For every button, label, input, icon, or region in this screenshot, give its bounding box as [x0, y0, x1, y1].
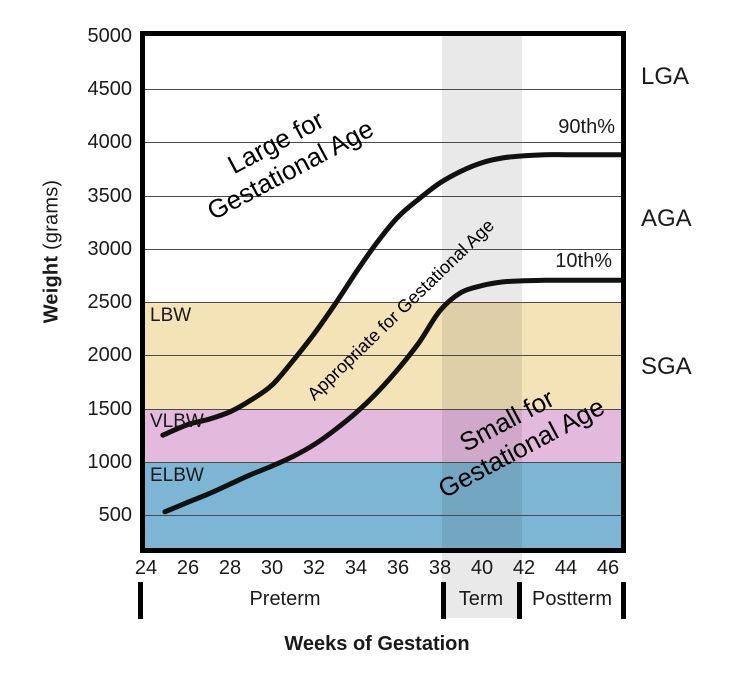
x-tick-26: 26 [176, 557, 200, 579]
x-tick-34: 34 [344, 557, 368, 579]
y-tick-3000: 3000 [87, 237, 133, 260]
label-sga: SGA [641, 353, 692, 380]
weight-band-vlbw [145, 408, 621, 462]
x-tick-28: 28 [218, 557, 242, 579]
x-tick-36: 36 [386, 557, 410, 579]
y-tick-3500: 3500 [87, 184, 133, 207]
label-aga: AGA [641, 205, 692, 232]
label-lbw: LBW [150, 305, 192, 326]
x-tick-42: 42 [512, 557, 536, 579]
x-tick-24: 24 [134, 557, 158, 579]
gridline-2000 [145, 355, 621, 357]
label-vlbw: VLBW [150, 411, 204, 432]
x-tick-46: 46 [596, 557, 620, 579]
x-tick-30: 30 [260, 557, 284, 579]
plot-area: Large for Gestational Age Appropriate fo… [140, 31, 626, 553]
y-tick-1000: 1000 [87, 450, 133, 473]
period-divider-bar [441, 582, 446, 619]
gridline-4000 [145, 142, 621, 144]
weight-band-elbw [145, 461, 621, 548]
gridline-4500 [145, 89, 621, 91]
percentile-curves [160, 152, 621, 515]
label-preterm: Preterm [249, 588, 321, 610]
y-tick-500: 500 [98, 504, 132, 526]
x-tick-44: 44 [554, 557, 578, 579]
plot-layers: Large for Gestational Age Appropriate fo… [145, 36, 621, 548]
gridline-500 [145, 515, 621, 516]
period-divider-bar [517, 582, 522, 619]
term-shading-below-axis [442, 553, 522, 618]
y-tick-1500: 1500 [87, 397, 133, 420]
label-term: Term [458, 588, 504, 610]
gridline-2500 [145, 302, 621, 304]
gridline-1500 [145, 408, 621, 410]
x-tick-32: 32 [302, 557, 326, 579]
period-divider-bar [138, 582, 143, 619]
x-axis-title: Weeks of Gestation [284, 633, 470, 655]
label-lga: LGA [641, 63, 690, 90]
x-tick-38: 38 [428, 557, 452, 579]
y-tick-4000: 4000 [87, 131, 133, 154]
x-tick-40: 40 [470, 557, 494, 579]
period-divider-bar [621, 582, 626, 619]
label-postterm: Postterm [531, 588, 613, 610]
curve-10thpct [162, 277, 621, 515]
y-tick-4500: 4500 [87, 78, 133, 101]
label-elbw: ELBW [150, 465, 204, 486]
label-90th-percentile: 90th% [558, 116, 615, 138]
y-tick-5000: 5000 [87, 25, 133, 47]
gridline-3000 [145, 248, 621, 250]
gridline-3500 [145, 195, 621, 197]
curve-90thpct [160, 152, 621, 438]
label-10th-percentile: 10th% [555, 250, 612, 272]
y-tick-2000: 2000 [87, 344, 133, 367]
y-tick-2500: 2500 [87, 291, 133, 314]
gridline-1000 [145, 461, 621, 463]
